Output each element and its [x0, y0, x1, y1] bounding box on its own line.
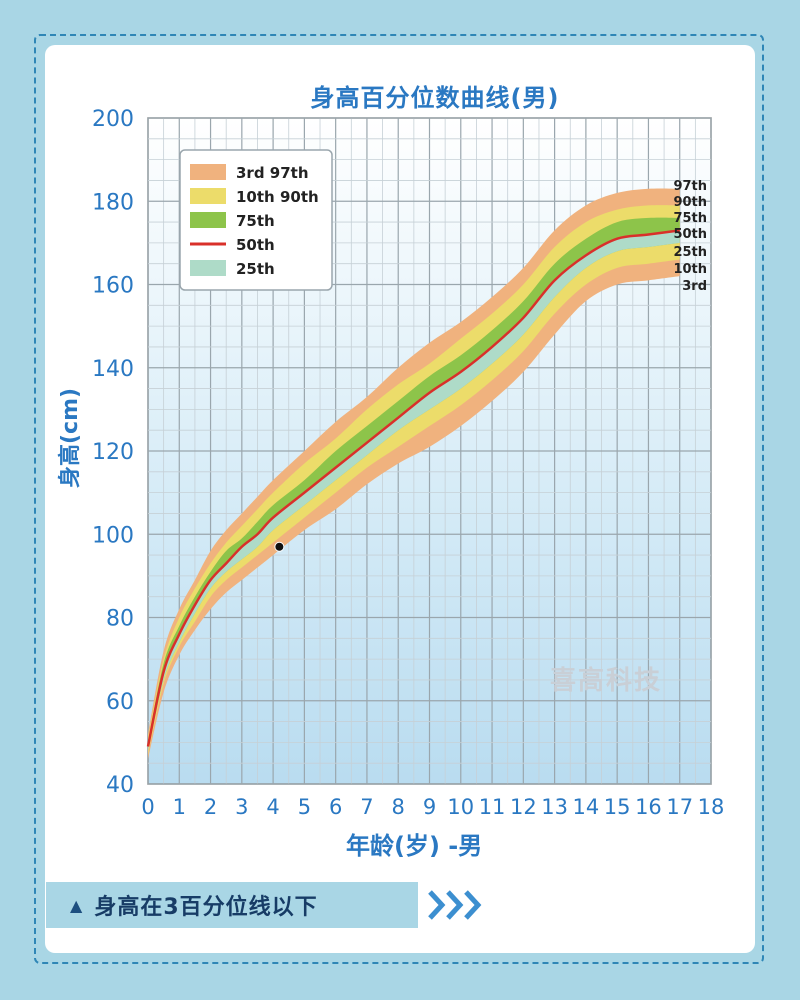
x-axis-title: 年龄(岁) -男 [346, 832, 483, 860]
x-tick-label: 14 [573, 795, 600, 819]
x-tick-label: 17 [666, 795, 693, 819]
chart-title: 身高百分位数曲线(男) [310, 84, 560, 112]
legend-swatch [190, 164, 226, 180]
legend-label: 3rd 97th [236, 164, 309, 182]
x-tick-label: 12 [510, 795, 537, 819]
x-tick-label: 1 [173, 795, 186, 819]
curve-label-90th: 90th [673, 195, 707, 210]
line-50th [146, 229, 680, 747]
curve-label-75th: 75th [673, 211, 707, 226]
curve-label-50th: 50th [673, 227, 707, 242]
y-tick-label: 200 [92, 107, 134, 132]
watermark-logo-text: 喜高科技 [550, 666, 663, 696]
x-tick-label: 18 [698, 795, 725, 819]
legend-swatch [190, 212, 226, 228]
banner-text: 身高在3百分位线以下 [94, 895, 318, 920]
triangle-up-icon: ▲ [70, 895, 83, 915]
x-tick-label: 15 [604, 795, 631, 819]
y-axis-title: 身高(cm) [58, 387, 83, 488]
x-tick-label: 0 [141, 795, 154, 819]
curve-label-10th: 10th [673, 262, 707, 277]
legend-swatch [190, 260, 226, 276]
y-tick-label: 60 [106, 690, 134, 715]
y-tick-label: 120 [92, 440, 134, 465]
curve-label-97th: 97th [673, 179, 707, 194]
y-tick-label: 40 [106, 773, 134, 798]
dashed-frame [34, 34, 764, 964]
y-tick-label: 140 [92, 357, 134, 382]
y-tick-label: 160 [92, 274, 134, 299]
x-tick-label: 8 [392, 795, 405, 819]
band-3rd-97th [148, 188, 680, 760]
x-tick-label: 10 [447, 795, 474, 819]
curve-label-3rd: 3rd [682, 279, 707, 294]
x-tick-label: 16 [635, 795, 662, 819]
legend-box [179, 149, 333, 291]
x-tick-label: 5 [298, 795, 311, 819]
x-tick-label: 3 [235, 795, 248, 819]
chevron-right-icon [428, 890, 482, 920]
y-tick-label: 180 [92, 190, 134, 215]
x-tick-label: 2 [204, 795, 217, 819]
x-tick-label: 7 [360, 795, 373, 819]
data-point-marker [274, 541, 285, 552]
legend-label: 75th [236, 212, 275, 230]
x-tick-label: 6 [329, 795, 342, 819]
x-tick-label: 11 [479, 795, 506, 819]
y-tick-label: 80 [106, 607, 134, 632]
legend-label: 10th 90th [236, 188, 319, 206]
curve-label-25th: 25th [673, 245, 707, 260]
legend-label: 25th [236, 260, 275, 278]
band-10th-90th [148, 205, 680, 755]
info-banner: ▲ 身高在3百分位线以下 [46, 882, 418, 928]
y-tick-label: 100 [92, 523, 134, 548]
x-tick-label: 9 [423, 795, 436, 819]
x-tick-label: 4 [266, 795, 279, 819]
legend-label: 50th [236, 236, 275, 254]
legend-swatch [190, 188, 226, 204]
x-tick-label: 13 [541, 795, 568, 819]
